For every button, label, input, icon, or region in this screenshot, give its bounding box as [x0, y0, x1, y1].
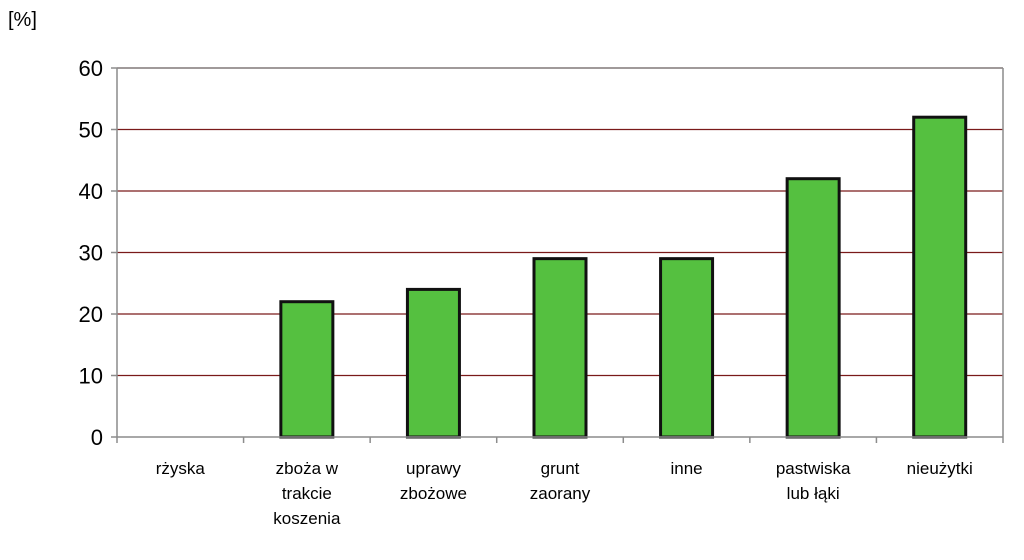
x-tick-label-3: grunt zaorany	[530, 459, 591, 503]
x-tick-label-6: nieużytki	[907, 459, 973, 478]
bar-4	[659, 257, 715, 439]
x-tick-label-1: zboża w trakcie koszenia	[273, 459, 341, 528]
y-axis-unit-label: [%]	[8, 9, 37, 31]
bar-6	[912, 115, 968, 439]
y-tick-label-3: 30	[79, 241, 103, 266]
bars	[279, 115, 968, 439]
y-tick-label-5: 50	[79, 118, 103, 143]
x-tick-label-0: rżyska	[156, 459, 206, 478]
y-tick-label-6: 60	[79, 56, 103, 81]
axes	[111, 67, 1004, 443]
bar-1	[279, 300, 335, 439]
bar-3	[532, 257, 588, 439]
bar-5	[785, 177, 841, 439]
y-tick-label-1: 10	[79, 364, 103, 389]
x-tick-label-5: pastwiska lub łąki	[776, 459, 851, 503]
bar-2	[405, 287, 461, 439]
y-tick-label-2: 20	[79, 302, 103, 327]
y-axis-ticks: 0 10 20 30 40 50 60	[79, 56, 103, 450]
y-tick-label-0: 0	[91, 425, 103, 450]
x-tick-label-2: uprawy zbożowe	[400, 459, 467, 503]
x-tick-label-4: inne	[671, 459, 703, 478]
y-tick-label-4: 40	[79, 179, 103, 204]
x-axis-ticks: rżyska zboża w trakcie koszenia uprawy zbożow…	[156, 459, 973, 528]
